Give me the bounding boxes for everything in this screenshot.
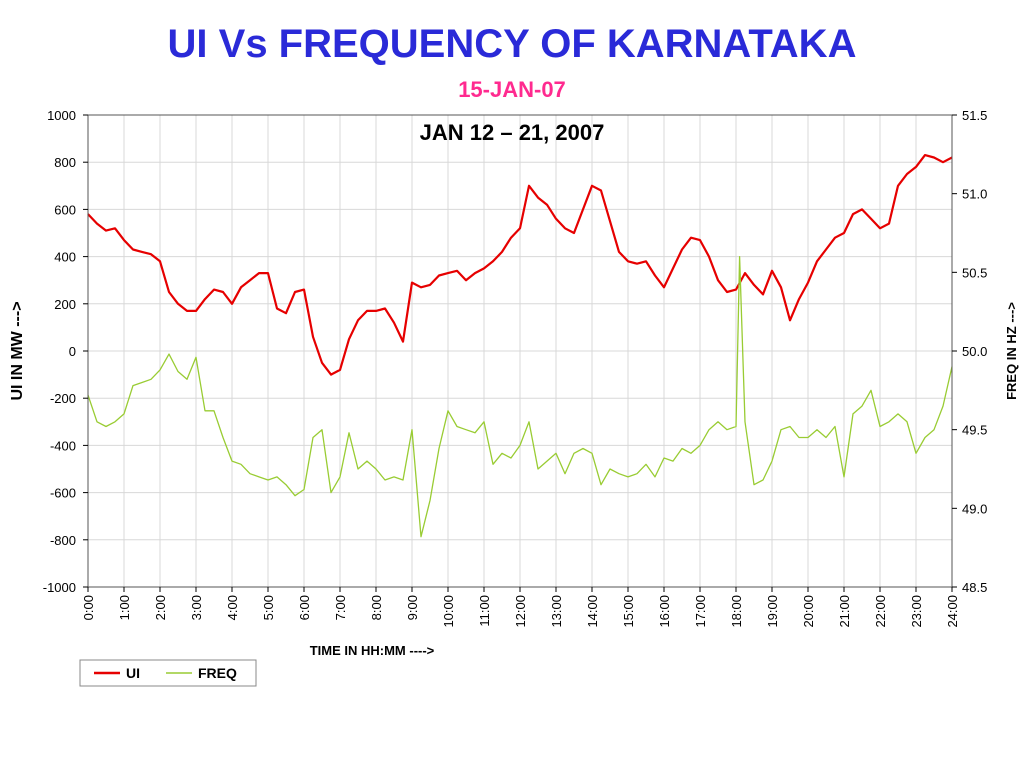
right-axis-ticks: 51.5 51.0 50.5 50.0 49.5 49.0 48.5 [952,108,987,595]
x-tick-label: 11:00 [477,595,492,627]
left-tick-label: 800 [54,155,76,170]
chart-subtitle: 15-JAN-07 [458,77,566,102]
series-line-ui [87,154,953,376]
x-axis-ticks: 0:00 1:00 2:00 3:00 4:00 5:00 6:00 7:00 8:00 9:00… [81,587,960,628]
x-tick-label: 21:00 [837,595,852,628]
left-tick-label: -200 [50,391,76,406]
left-tick-label: 200 [54,297,76,312]
x-tick-label: 8:00 [369,595,384,620]
left-axis-ticks: 1000 800 600 400 200 0 -200 -400 -600 -800 -1000 [43,108,88,595]
left-tick-label: -600 [50,486,76,501]
right-tick-label: 51.5 [962,108,987,123]
x-tick-label: 22:00 [873,595,888,628]
x-tick-label: 17:00 [693,595,708,628]
x-tick-label: 0:00 [81,595,96,620]
x-tick-label: 6:00 [297,595,312,620]
chart-annotation: JAN 12 – 21, 2007 [420,120,605,145]
x-tick-label: 4:00 [225,595,240,620]
left-tick-label: -1000 [43,580,76,595]
x-tick-label: 18:00 [729,595,744,628]
right-tick-label: 49.0 [962,501,987,516]
left-tick-label: 1000 [47,108,76,123]
legend-label-freq: FREQ [198,665,237,681]
series-line-freq [87,255,953,538]
legend-label-ui: UI [126,665,140,681]
right-tick-label: 49.5 [962,423,987,438]
left-tick-label: -800 [50,533,76,548]
x-tick-label: 14:00 [585,595,600,628]
x-tick-label: 7:00 [333,595,348,620]
x-tick-label: 2:00 [153,595,168,620]
left-tick-label: 0 [69,344,76,359]
x-tick-label: 9:00 [405,595,420,620]
chart-title: UI Vs FREQUENCY OF KARNATAKA [167,22,857,66]
right-tick-label: 51.0 [962,187,987,202]
x-axis-title: TIME IN HH:MM ----> [310,643,435,658]
x-tick-label: 24:00 [945,595,960,628]
x-tick-label: 10:00 [441,595,456,628]
series-layer [87,154,953,538]
x-tick-label: 13:00 [549,595,564,628]
left-tick-label: 400 [54,250,76,265]
right-tick-label: 50.0 [962,344,987,359]
left-tick-label: -400 [50,438,76,453]
x-tick-label: 3:00 [189,595,204,620]
right-tick-label: 50.5 [962,265,987,280]
x-tick-label: 15:00 [621,595,636,628]
x-tick-label: 12:00 [513,595,528,628]
x-tick-label: 20:00 [801,595,816,628]
x-tick-label: 16:00 [657,595,672,628]
x-tick-label: 1:00 [117,595,132,620]
left-tick-label: 600 [54,202,76,217]
right-tick-label: 48.5 [962,580,987,595]
x-tick-label: 5:00 [261,595,276,620]
left-axis-title: UI IN MW ---> [9,301,26,400]
legend: UI FREQ [79,659,257,687]
x-tick-label: 23:00 [909,595,924,628]
right-axis-title: FREQ IN HZ ---> [1004,302,1019,400]
x-tick-label: 19:00 [765,595,780,628]
